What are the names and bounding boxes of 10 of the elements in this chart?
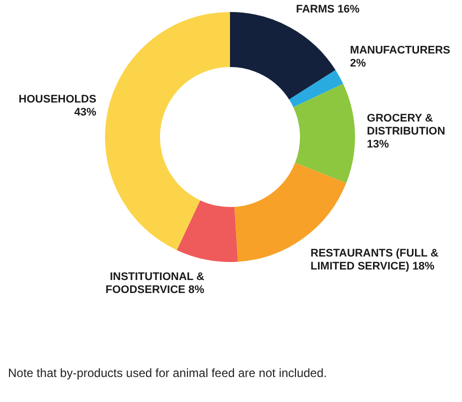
slice-label: INSTITUTIONAL & FOODSERVICE 8%	[106, 271, 205, 296]
slice-label: MANUFACTURERS	[350, 44, 450, 57]
slice-label: HOUSEHOLDS	[18, 94, 96, 106]
slice-label: GROCERY & DISTRIBUTION	[366, 112, 446, 138]
data-label: 13%	[366, 138, 390, 151]
slice-label: RESTAURANTS (FULL & LIMITED SERVICE) 18%	[310, 247, 438, 272]
data-label: 43%	[74, 106, 97, 119]
slice-label: FARMS 16%	[296, 3, 360, 16]
data-label: 2%	[350, 58, 366, 70]
text: Note that by-products used for animal feed are not included.	[8, 366, 327, 380]
